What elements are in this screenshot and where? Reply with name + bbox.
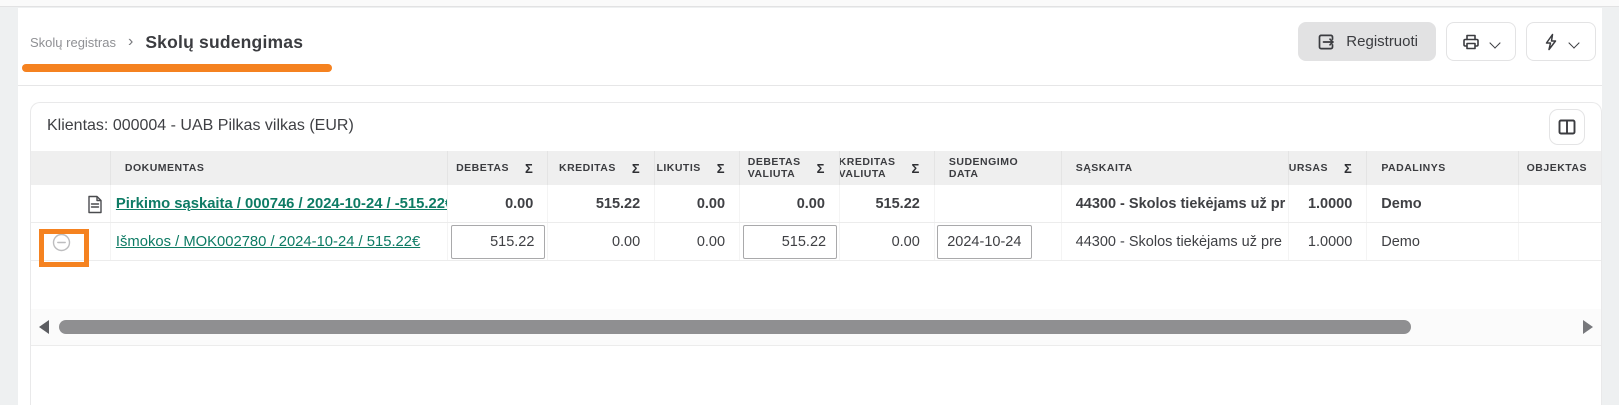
- chevron-right-icon: ›: [127, 32, 134, 50]
- sum-icon[interactable]: Σ: [716, 160, 726, 176]
- kreditas-valiuta-cell: 515.22: [840, 185, 935, 222]
- objektas-cell: [1519, 185, 1601, 222]
- circle-minus-icon[interactable]: [52, 233, 71, 252]
- header-padalinys: PADALINYS: [1367, 151, 1520, 185]
- table-row-payment: Išmokos / MOK002780 / 2024-10-24 / 515.2…: [31, 223, 1601, 261]
- print-button[interactable]: [1446, 22, 1516, 61]
- sum-icon[interactable]: Σ: [911, 160, 920, 176]
- likutis-cell: 0.00: [655, 185, 741, 222]
- chevron-down-icon: [1570, 37, 1580, 47]
- row-icon-cell: [31, 223, 111, 260]
- header-likutis: LIKUTIS Σ: [655, 151, 741, 185]
- sudengimo-data-cell: [935, 185, 1062, 222]
- table-header-row: DOKUMENTAS DEBETAS Σ KREDITAS Σ LIKUTIS …: [31, 151, 1601, 185]
- kursas-cell: 1.0000: [1289, 223, 1368, 260]
- register-button-label: Registruoti: [1346, 33, 1418, 50]
- likutis-cell: 0.00: [655, 223, 741, 260]
- documents-table: DOKUMENTAS DEBETAS Σ KREDITAS Σ LIKUTIS …: [31, 151, 1601, 346]
- row-icon-cell: [31, 185, 111, 222]
- document-link[interactable]: Pirkimo sąskaita / 000746 / 2024-10-24 /…: [115, 195, 449, 212]
- breadcrumb-parent-link[interactable]: Skolų registras: [30, 35, 116, 50]
- sudengimo-data-cell: [935, 223, 1062, 260]
- top-divider: [0, 0, 1619, 7]
- sum-icon[interactable]: Σ: [1344, 160, 1353, 176]
- sum-icon[interactable]: Σ: [525, 160, 534, 176]
- header-saskaita: SĄSKAITA: [1062, 151, 1290, 185]
- horizontal-scrollbar[interactable]: [31, 309, 1601, 346]
- lightning-icon: [1542, 32, 1560, 52]
- sum-icon[interactable]: Σ: [816, 160, 825, 176]
- register-button[interactable]: Registruoti: [1298, 22, 1436, 61]
- header-dokumentas: DOKUMENTAS: [111, 151, 449, 185]
- header-kreditas: KREDITAS Σ: [548, 151, 656, 185]
- split-columns-icon: [1558, 119, 1576, 135]
- debetas-valiuta-cell: [740, 223, 840, 260]
- debt-offset-card: Klientas: 000004 - UAB Pilkas vilkas (EU…: [30, 102, 1602, 405]
- padalinys-cell: Demo: [1367, 185, 1520, 222]
- document-cell: Išmokos / MOK002780 / 2024-10-24 / 515.2…: [111, 223, 449, 260]
- header-sudengimo-data: SUDENGIMO DATA: [935, 151, 1062, 185]
- table-row-invoice: Pirkimo sąskaita / 000746 / 2024-10-24 /…: [31, 185, 1601, 223]
- debetas-cell: [448, 223, 549, 260]
- header-objektas: OBJEKTAS: [1526, 162, 1588, 174]
- debetas-cell: 0.00: [448, 185, 549, 222]
- header-bar: Skolų registras › Skolų sudengimas Regis…: [18, 8, 1602, 86]
- scroll-right-icon[interactable]: [1583, 320, 1593, 334]
- printer-icon: [1461, 32, 1481, 52]
- header-icon-column: [31, 151, 111, 185]
- kreditas-cell: 515.22: [548, 185, 656, 222]
- saskaita-cell: 44300 - Skolos tiekėjams už pre: [1062, 223, 1290, 260]
- document-link[interactable]: Išmokos / MOK002780 / 2024-10-24 / 515.2…: [115, 233, 421, 250]
- scroll-left-icon[interactable]: [39, 320, 49, 334]
- client-heading: Klientas: 000004 - UAB Pilkas vilkas (EU…: [47, 117, 354, 134]
- header-actions: Registruoti: [1298, 22, 1596, 61]
- header-kreditas-valiuta: KREDITAS VALIUTA Σ: [840, 151, 935, 185]
- page-title: Skolų sudengimas: [145, 32, 304, 52]
- padalinys-cell: Demo: [1367, 223, 1520, 260]
- title-underline-accent: [22, 64, 332, 72]
- document-icon: [87, 195, 103, 214]
- saskaita-cell: 44300 - Skolos tiekėjams už pr: [1062, 185, 1290, 222]
- sum-icon[interactable]: Σ: [631, 160, 641, 176]
- header-kursas: KURSAS Σ: [1289, 151, 1368, 185]
- panel-toggle-button[interactable]: [1549, 109, 1585, 145]
- document-cell: Pirkimo sąskaita / 000746 / 2024-10-24 /…: [111, 185, 449, 222]
- debetas-valiuta-cell: 0.00: [740, 185, 840, 222]
- scrollbar-thumb[interactable]: [59, 320, 1411, 334]
- chevron-down-icon: [1491, 37, 1501, 47]
- header-debetas-valiuta: DEBETAS VALIUTA Σ: [740, 151, 840, 185]
- quick-actions-button[interactable]: [1526, 22, 1596, 61]
- register-icon: [1316, 32, 1336, 52]
- debetas-input[interactable]: [451, 224, 546, 259]
- breadcrumb: Skolų registras › Skolų sudengimas: [30, 32, 303, 53]
- kreditas-cell: 0.00: [548, 223, 656, 260]
- kursas-cell: 1.0000: [1289, 185, 1368, 222]
- debetas-valiuta-input[interactable]: [743, 224, 838, 259]
- objektas-cell: [1519, 223, 1601, 260]
- kreditas-valiuta-cell: 0.00: [840, 223, 935, 260]
- header-debetas: DEBETAS Σ: [448, 151, 549, 185]
- sudengimo-data-input[interactable]: [936, 224, 1032, 259]
